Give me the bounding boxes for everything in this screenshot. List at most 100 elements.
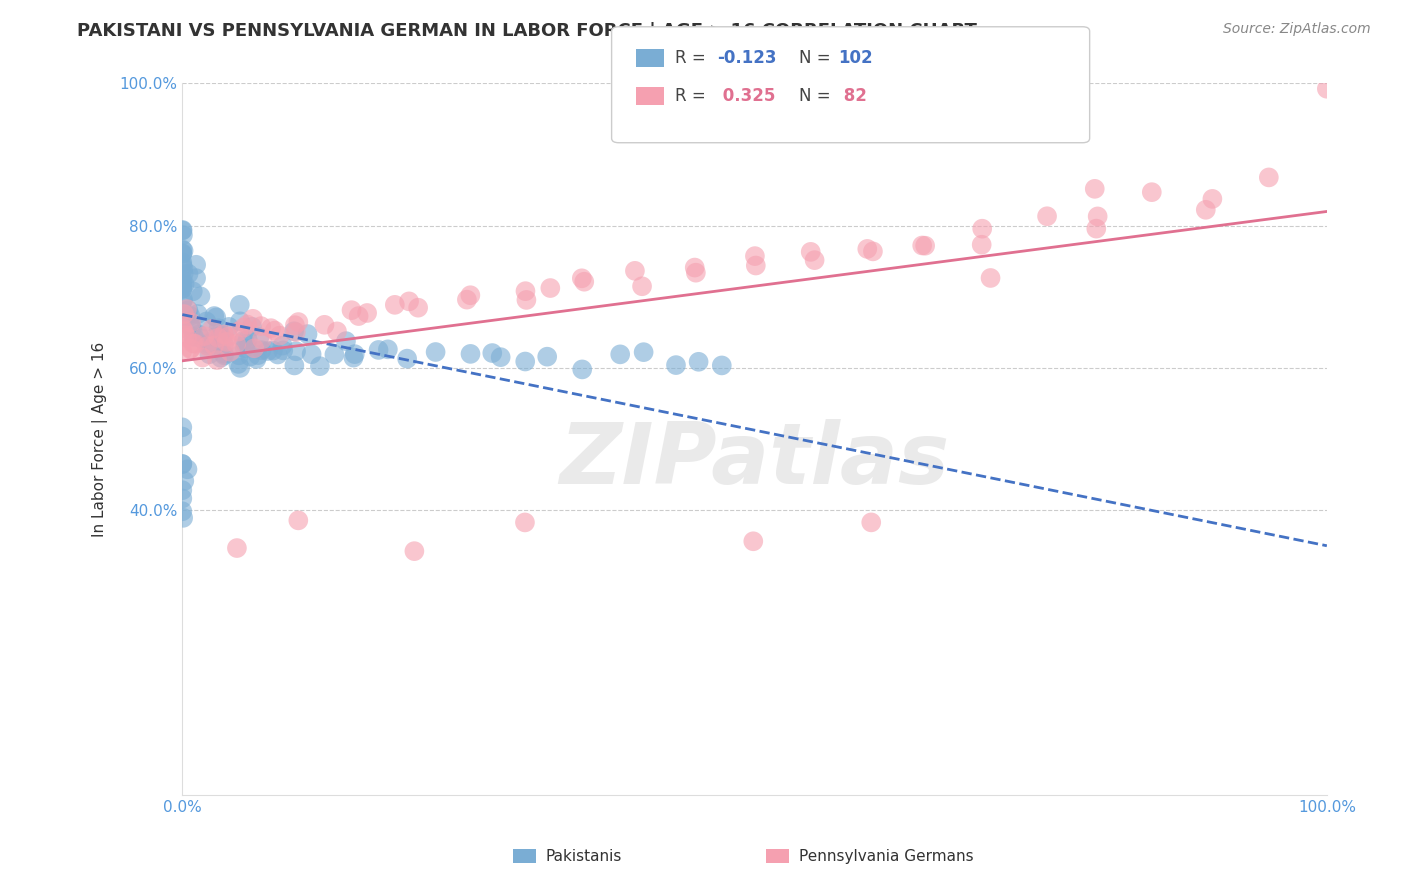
Point <box>240 319 263 334</box>
Point <box>172 261 194 276</box>
Point <box>571 271 593 285</box>
Point <box>173 277 195 292</box>
Point <box>172 321 194 335</box>
Point <box>172 258 194 272</box>
Point <box>232 334 254 348</box>
Point <box>172 278 194 293</box>
Point <box>460 347 482 361</box>
Point <box>271 343 294 358</box>
Point <box>309 359 332 374</box>
Point <box>257 344 280 359</box>
Point <box>193 329 215 343</box>
Point <box>212 337 235 351</box>
Point <box>232 320 254 334</box>
Point <box>190 289 212 303</box>
Y-axis label: In Labor Force | Age > 16: In Labor Force | Age > 16 <box>93 342 108 537</box>
Point <box>247 348 270 362</box>
Point <box>515 354 537 368</box>
Point <box>860 516 883 530</box>
Point <box>297 327 319 342</box>
Point <box>172 223 194 237</box>
Point <box>688 355 710 369</box>
Text: -0.123: -0.123 <box>717 49 776 67</box>
Point <box>287 315 309 329</box>
Point <box>172 429 194 443</box>
Point <box>384 298 406 312</box>
Point <box>1316 81 1339 95</box>
Point <box>173 244 195 258</box>
Point <box>267 347 290 361</box>
Point <box>229 298 252 312</box>
Point <box>218 319 240 334</box>
Point <box>197 336 219 351</box>
Point <box>245 351 267 366</box>
Point <box>184 336 207 351</box>
Point <box>683 260 706 275</box>
Point <box>181 336 204 351</box>
Point <box>515 293 537 307</box>
Point <box>406 301 429 315</box>
Point <box>970 237 993 252</box>
Point <box>191 351 214 365</box>
Point <box>624 264 647 278</box>
Point <box>242 311 264 326</box>
Point <box>243 341 266 355</box>
Point <box>173 267 195 281</box>
Point <box>972 221 994 235</box>
Text: R =: R = <box>675 87 711 105</box>
Point <box>284 318 307 333</box>
Point <box>456 293 478 307</box>
Point <box>174 309 197 323</box>
Point <box>745 259 768 273</box>
Point <box>1087 210 1109 224</box>
Point <box>914 238 936 252</box>
Text: Source: ZipAtlas.com: Source: ZipAtlas.com <box>1223 22 1371 37</box>
Point <box>172 273 194 287</box>
Point <box>209 351 232 365</box>
Point <box>184 271 207 285</box>
Point <box>283 324 305 338</box>
Point <box>172 457 194 471</box>
Point <box>347 309 370 323</box>
Point <box>198 347 221 361</box>
Point <box>314 318 336 332</box>
Point <box>172 227 194 242</box>
Point <box>1201 192 1223 206</box>
Point <box>250 319 273 334</box>
Point <box>574 275 596 289</box>
Point <box>631 279 654 293</box>
Point <box>250 343 273 358</box>
Point <box>1085 221 1108 235</box>
Point <box>173 307 195 321</box>
Text: 82: 82 <box>838 87 868 105</box>
Point <box>172 223 194 237</box>
Point <box>172 457 194 471</box>
Point <box>356 306 378 320</box>
Point <box>190 332 212 346</box>
Text: 102: 102 <box>838 49 873 67</box>
Point <box>212 347 235 361</box>
Point <box>172 343 194 358</box>
Point <box>665 358 688 372</box>
Point <box>172 504 194 518</box>
Point <box>343 347 366 361</box>
Point <box>538 281 561 295</box>
Point <box>176 301 198 316</box>
Point <box>177 303 200 318</box>
Point <box>633 345 655 359</box>
Text: PAKISTANI VS PENNSYLVANIA GERMAN IN LABOR FORCE | AGE > 16 CORRELATION CHART: PAKISTANI VS PENNSYLVANIA GERMAN IN LABO… <box>77 22 977 40</box>
Point <box>173 324 195 338</box>
Point <box>323 347 346 361</box>
Point <box>228 325 250 339</box>
Point <box>271 338 294 352</box>
Point <box>249 330 271 344</box>
Point <box>172 282 194 296</box>
Text: 0.325: 0.325 <box>717 87 776 105</box>
Point <box>1036 209 1059 223</box>
Point <box>172 511 194 525</box>
Point <box>911 238 934 252</box>
Point <box>176 462 198 476</box>
Point <box>742 534 765 549</box>
Point <box>180 322 202 336</box>
Point <box>856 242 879 256</box>
